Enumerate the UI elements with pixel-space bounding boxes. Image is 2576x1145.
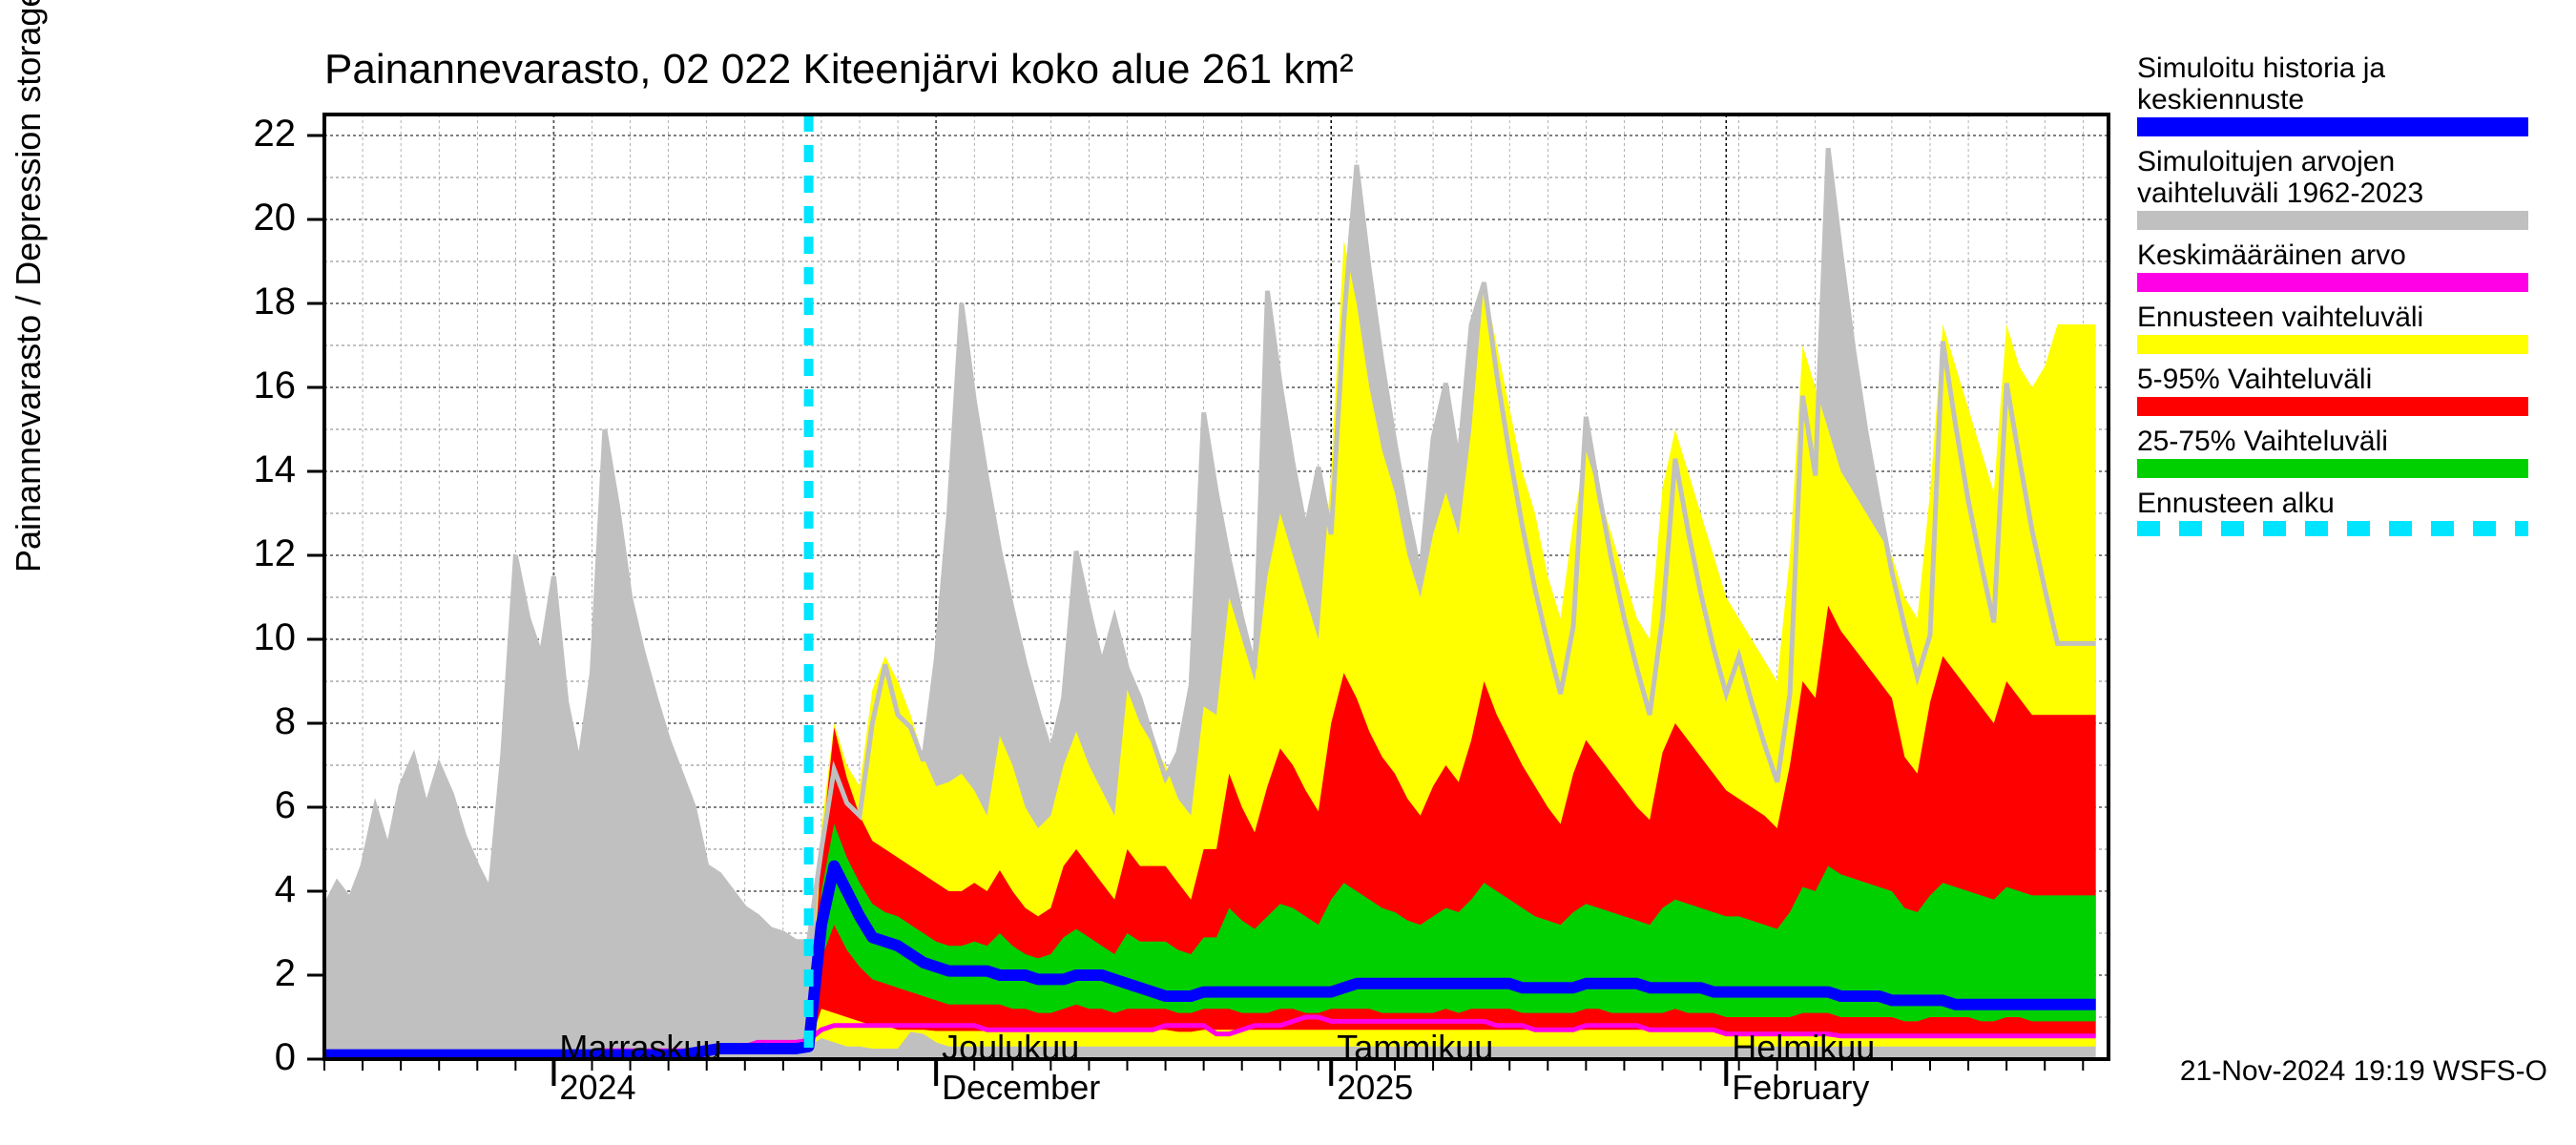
legend-swatch [2137,273,2528,292]
legend-swatch [2137,117,2528,136]
y-tick-label: 8 [191,700,296,743]
legend-item: Keskimääräinen arvo [2137,239,2547,292]
legend-text: Keskimääräinen arvo [2137,239,2547,271]
legend-item: Simuloitujen arvojenvaihteluväli 1962-20… [2137,146,2547,230]
y-tick-label: 0 [191,1036,296,1079]
legend-item: Ennusteen vaihteluväli [2137,302,2547,354]
legend-swatch [2137,335,2528,354]
legend-swatch [2137,397,2528,416]
y-tick-label: 14 [191,448,296,491]
legend-item: Simuloitu historia jakeskiennuste [2137,52,2547,136]
legend-swatch [2137,459,2528,478]
y-tick-label: 2 [191,952,296,995]
y-tick-label: 20 [191,197,296,239]
y-axis-title: Painannevarasto / Depression storage mm [9,0,49,572]
y-tick-label: 10 [191,616,296,659]
legend-text: Simuloitujen arvojenvaihteluväli 1962-20… [2137,146,2547,209]
legend-item: 25-75% Vaihteluväli [2137,426,2547,478]
y-tick-label: 16 [191,364,296,407]
legend-text: Simuloitu historia jakeskiennuste [2137,52,2547,115]
y-tick-label: 6 [191,784,296,827]
y-tick-label: 4 [191,868,296,911]
chart-title: Painannevarasto, 02 022 Kiteenjärvi koko… [324,46,1354,94]
y-tick-label: 12 [191,532,296,575]
x-month-label: HelmikuuFebruary [1732,1028,1875,1107]
legend-item: Ennusteen alku [2137,488,2547,536]
chart-container: Painannevarasto / Depression storage mm … [0,0,2576,1145]
legend-item: 5-95% Vaihteluväli [2137,364,2547,416]
legend: Simuloitu historia jakeskiennuste Simuloi… [2137,52,2547,546]
footer-timestamp: 21-Nov-2024 19:19 WSFS-O [2180,1055,2547,1088]
legend-text: 25-75% Vaihteluväli [2137,426,2547,457]
x-month-label: Marraskuu2024 [559,1028,721,1107]
legend-swatch [2137,521,2528,536]
x-month-label: JoulukuuDecember [942,1028,1100,1107]
legend-text: Ennusteen vaihteluväli [2137,302,2547,333]
y-tick-label: 18 [191,281,296,323]
x-month-label: Tammikuu2025 [1337,1028,1493,1107]
legend-swatch [2137,211,2528,230]
y-tick-label: 22 [191,113,296,156]
legend-text: Ennusteen alku [2137,488,2547,519]
legend-text: 5-95% Vaihteluväli [2137,364,2547,395]
